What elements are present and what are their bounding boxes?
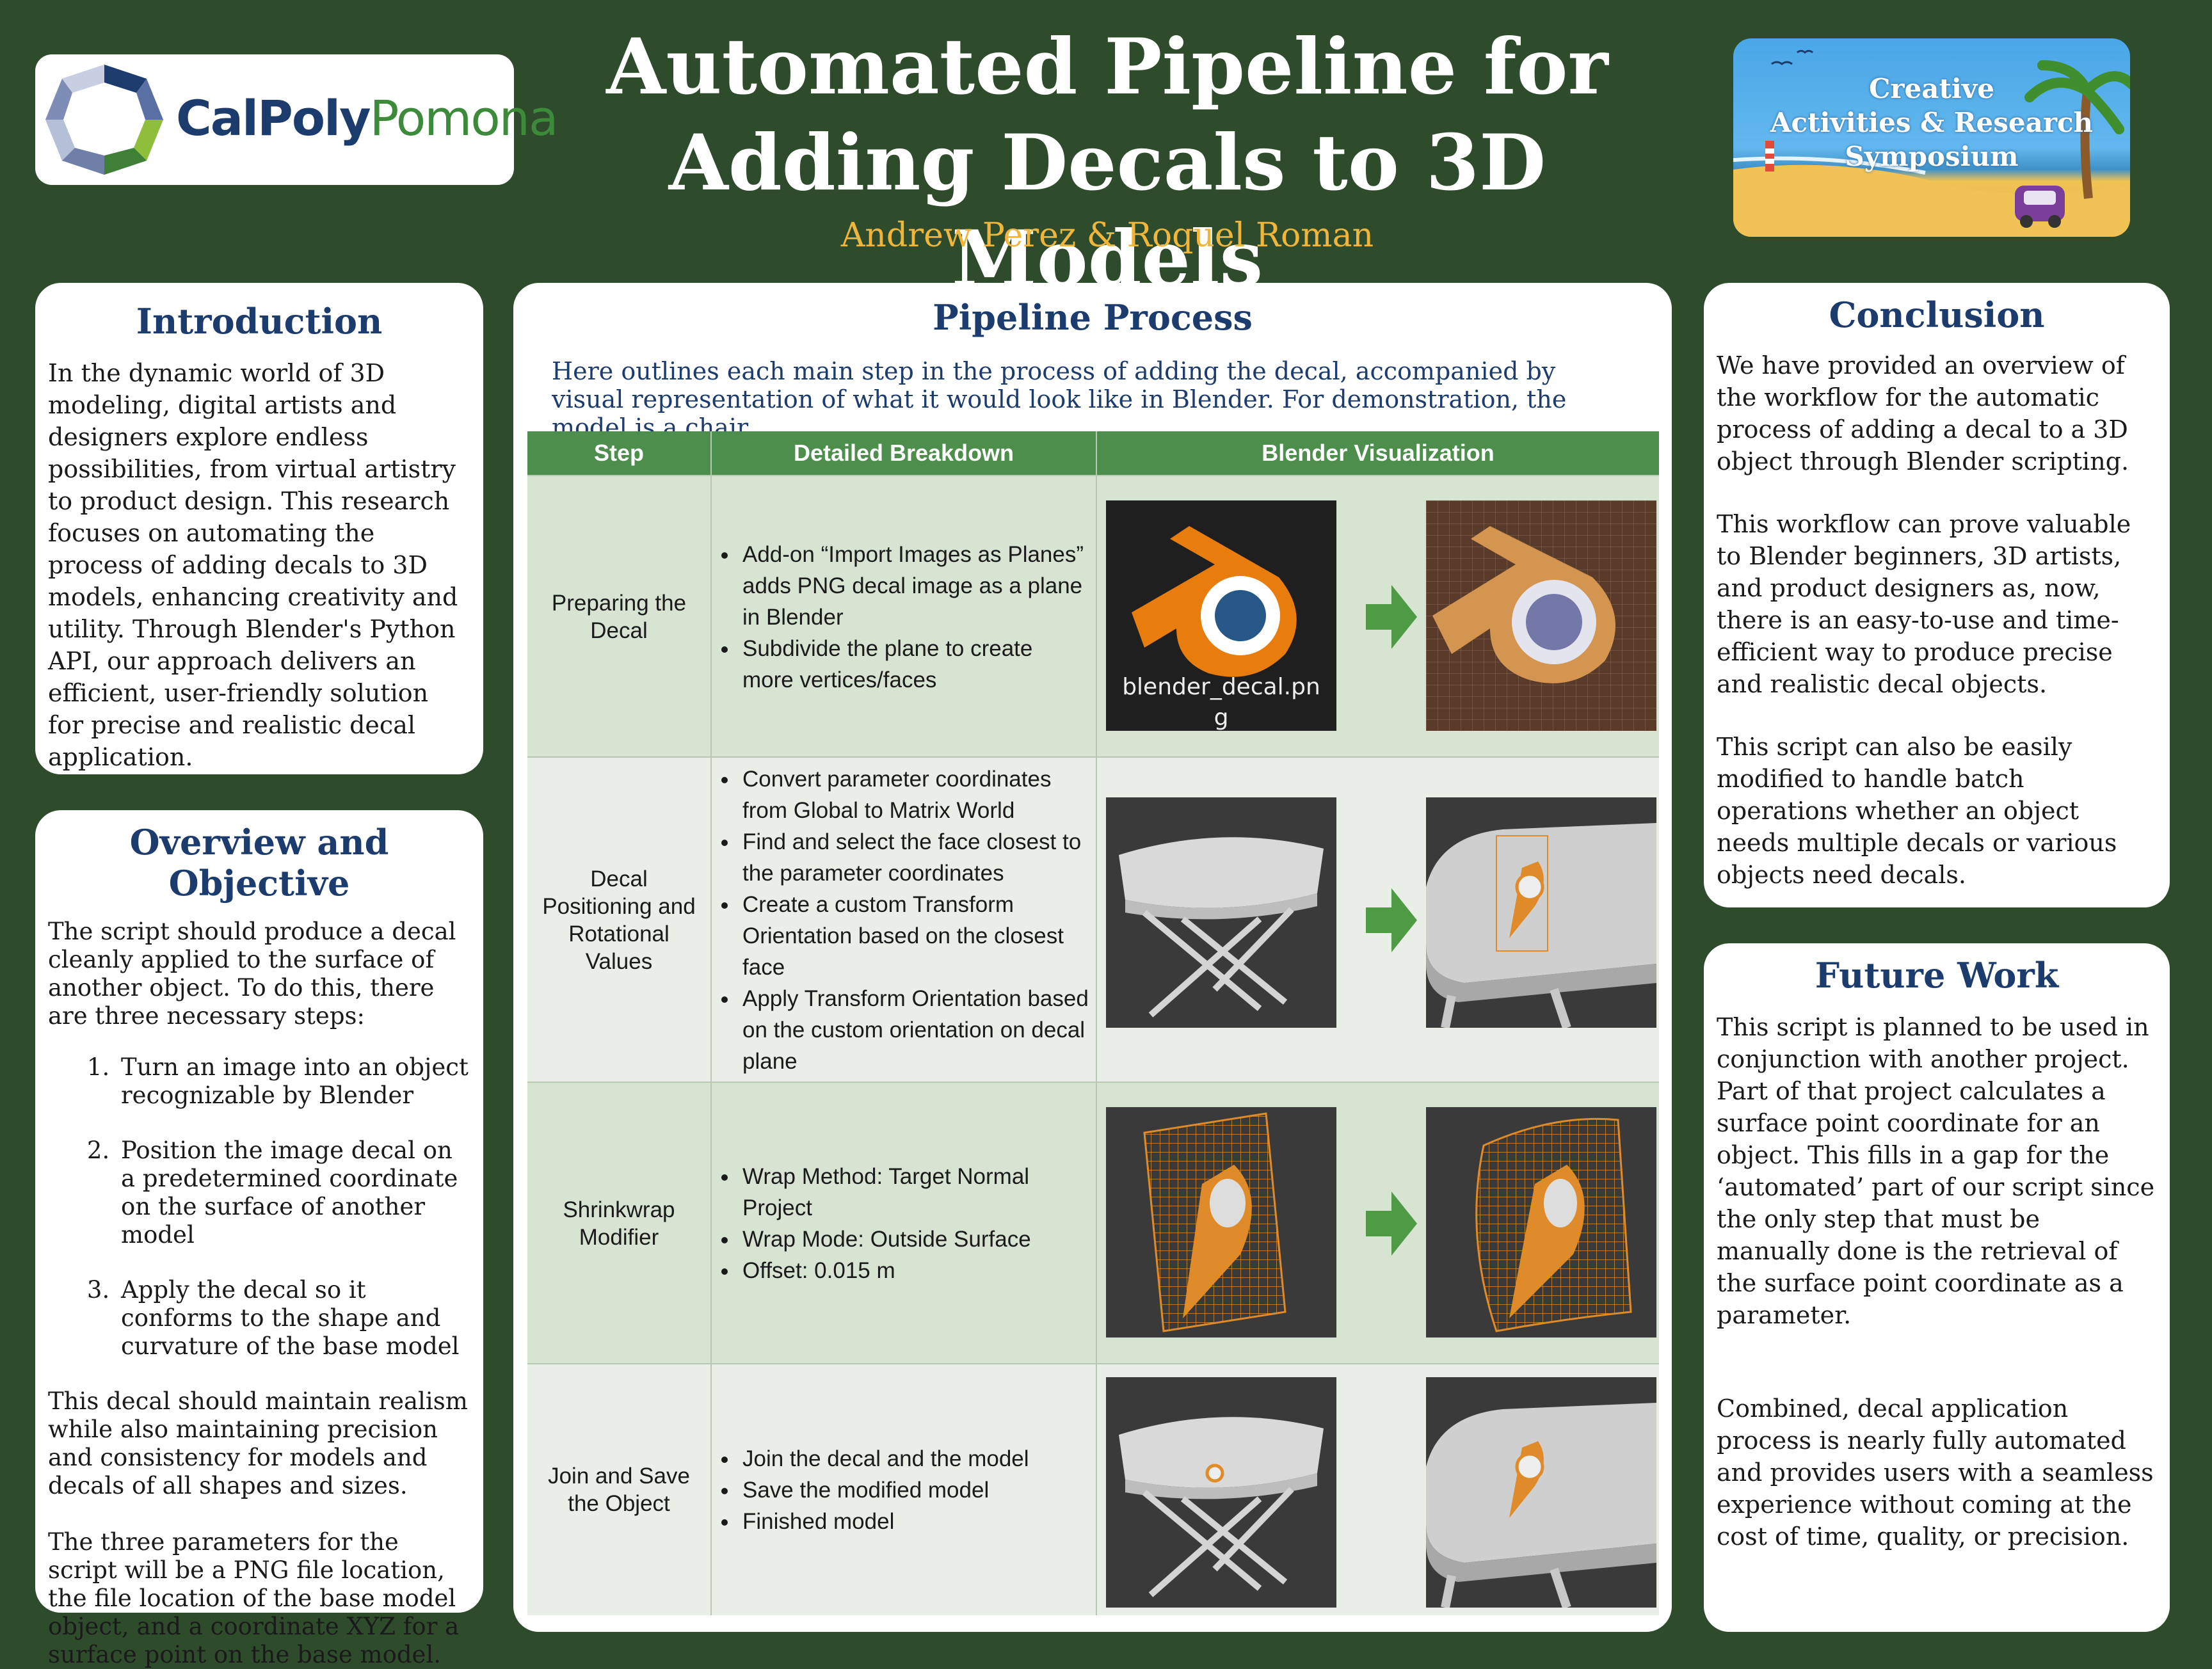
wrapped-decal-icon [1475, 1117, 1632, 1332]
detail-item: Join the decal and the model [739, 1443, 1029, 1474]
table-row: Preparing the Decal Add-on “Import Image… [527, 475, 1659, 758]
column-header-breakdown: Detailed Breakdown [793, 440, 1014, 466]
conclusion-heading: Conclusion [1829, 294, 2045, 335]
step-name: Join and Save the Object [548, 1464, 690, 1516]
table-row: Decal Positioning and Rotational Values … [527, 756, 1659, 1083]
step-details: Convert parameter coordinates from Globa… [712, 758, 1096, 1083]
shrinkwrap-before-image [1106, 1107, 1336, 1338]
step-name: Decal Positioning and Rotational Values [542, 866, 696, 974]
introduction-card: Introduction In the dynamic world of 3D … [35, 283, 483, 774]
conclusion-paragraph: This workflow can prove valuable to Blen… [1717, 510, 2131, 698]
chair-closeup-icon [1426, 1403, 1656, 1608]
step-details: Add-on “Import Images as Planes” adds PN… [712, 476, 1096, 758]
arrow-right-icon [1366, 1192, 1417, 1256]
decal-file-thumbnail: blender_decal.png [1106, 500, 1336, 731]
table-row: Shrinkwrap Modifier Wrap Method: Target … [527, 1082, 1659, 1364]
detail-item: Finished model [739, 1506, 1029, 1537]
overview-card: Overview and Objective The script should… [35, 810, 483, 1668]
logo-wordmark: CalPolyPomona [176, 90, 559, 147]
blender-plane-icon [1426, 500, 1656, 731]
detail-item: Offset: 0.015 m [739, 1255, 1089, 1286]
conclusion-paragraph: This script can also be easily modified … [1717, 733, 2117, 889]
step-details: Wrap Method: Target Normal Project Wrap … [712, 1083, 1096, 1364]
table-header: Step Detailed Breakdown Blender Visualiz… [527, 431, 1659, 475]
column-header-step: Step [593, 440, 644, 466]
title-line-2: Adding Decals to 3D Models [668, 118, 1546, 304]
overview-para2: This decal should maintain realism while… [48, 1387, 468, 1499]
overview-step: Apply the decal so it conforms to the sh… [117, 1276, 470, 1361]
pipeline-intro: Here outlines each main step in the proc… [552, 357, 1567, 442]
detail-item: Save the modified model [739, 1474, 1029, 1506]
step-name: Shrinkwrap Modifier [563, 1197, 675, 1250]
chair-model-image [1106, 797, 1336, 1028]
overview-heading: Overview and Objective [129, 822, 389, 904]
conclusion-paragraph: We have provided an overview of the work… [1717, 351, 2129, 475]
title-line-1: Automated Pipeline for [606, 22, 1608, 112]
shrinkwrap-after-image [1426, 1107, 1656, 1338]
finished-chair-closeup-image [1426, 1377, 1656, 1608]
symposium-text: Creative Activities & Research Symposium [1770, 73, 2094, 172]
imported-plane-image [1426, 500, 1656, 731]
future-work-card: Future Work This script is planned to be… [1704, 943, 2170, 1632]
finished-chair-image [1106, 1377, 1336, 1608]
table-row: Join and Save the Object Join the decal … [527, 1363, 1659, 1615]
overview-step: Position the image decal on a predetermi… [117, 1137, 470, 1249]
overview-step: Turn an image into an object recognizabl… [117, 1053, 470, 1110]
poster-title: Automated Pipeline for Adding Decals to … [531, 19, 1683, 307]
authors: Andrew Perez & Roquel Roman [840, 216, 1374, 255]
pipeline-heading: Pipeline Process [933, 297, 1253, 338]
introduction-heading: Introduction [136, 301, 383, 342]
wireframe-decal-icon [1143, 1112, 1286, 1332]
conclusion-card: Conclusion We have provided an overview … [1704, 283, 2170, 907]
symposium-logo: Creative Activities & Research Symposium [1733, 38, 2130, 237]
calpolypomona-logo: CalPolyPomona [35, 54, 559, 185]
detail-item: Add-on “Import Images as Planes” adds PN… [739, 539, 1089, 633]
future-work-para1: This script is planned to be used in con… [1717, 1013, 2155, 1329]
positioned-decal-image [1426, 797, 1656, 1028]
decal-file-caption: blender_decal.png [1122, 674, 1320, 731]
finished-chair-icon [1119, 1417, 1324, 1597]
overview-intro: The script should produce a decal cleanl… [48, 918, 456, 1030]
arrow-right-icon [1366, 585, 1417, 649]
detail-item: Wrap Method: Target Normal Project [739, 1161, 1089, 1224]
overview-para3: The three parameters for the script will… [48, 1528, 460, 1668]
overview-steps-list: Turn an image into an object recognizabl… [48, 1053, 470, 1361]
beach-scene-icon [1733, 50, 2130, 237]
detail-item: Apply Transform Orientation based on the… [739, 983, 1089, 1077]
detail-item: Create a custom Transform Orientation ba… [739, 889, 1089, 983]
arrow-right-icon [1366, 888, 1417, 952]
future-work-heading: Future Work [1815, 955, 2059, 996]
step-name: Preparing the Decal [551, 591, 687, 643]
future-work-para2: Combined, decal application process is n… [1717, 1394, 2154, 1551]
detail-item: Convert parameter coordinates from Globa… [739, 763, 1089, 826]
pipeline-card: Pipeline Process Here outlines each main… [513, 283, 1672, 1632]
step-details: Join the decal and the model Save the mo… [712, 1364, 1096, 1615]
introduction-body: In the dynamic world of 3D modeling, dig… [48, 359, 458, 771]
detail-item: Wrap Mode: Outside Surface [739, 1224, 1089, 1255]
detail-item: Find and select the face closest to the … [739, 826, 1089, 889]
chair-decal-icon [1426, 823, 1656, 1028]
detail-item: Subdivide the plane to create more verti… [739, 633, 1089, 696]
pipeline-table: Step Detailed Breakdown Blender Visualiz… [527, 431, 1659, 1615]
chair-icon [1119, 837, 1324, 1018]
octagon-emblem-icon [45, 65, 163, 175]
column-header-visualization: Blender Visualization [1262, 440, 1495, 466]
blender-logo-icon [1132, 526, 1297, 677]
